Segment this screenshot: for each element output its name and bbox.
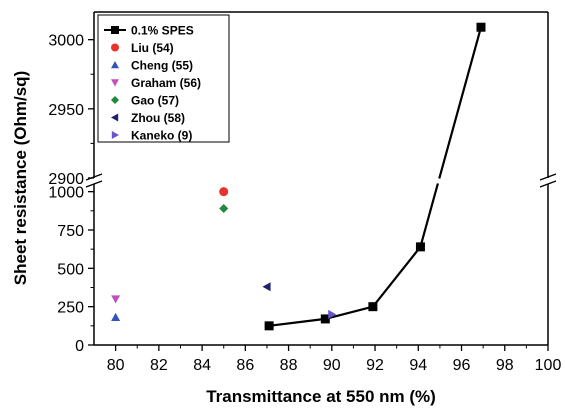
legend-marker-gao-57 (111, 96, 119, 104)
data-point-0-1-spes (320, 314, 330, 324)
legend: 0.1% SPES Liu (54) Cheng (55) Graham (56) Ga… (97, 14, 230, 143)
legend-marker-graham-56 (111, 79, 119, 87)
legend-box (97, 14, 230, 143)
y-tick-label: 1000 (48, 185, 84, 202)
x-tick-label: 82 (150, 357, 168, 374)
series-line-0-1-spes (268, 26, 483, 327)
break-mark-right-2 (539, 180, 557, 188)
x-tick-label: 94 (409, 357, 427, 374)
data-point-cheng-55 (111, 312, 121, 321)
data-point-0-1-spes (415, 242, 425, 252)
y-tick-label: 750 (57, 223, 84, 240)
y-tick-label: 250 (57, 300, 84, 317)
tick-labels: 80 82 84 86 88 90 92 94 96 98 10002505007501000290… (48, 33, 561, 374)
break-mark-right-1 (539, 173, 557, 181)
x-tick-label: 98 (496, 357, 514, 374)
data-point-kaneko-9 (328, 309, 337, 319)
x-tick-label: 84 (193, 357, 211, 374)
y-axis-title: Sheet resistance (Ohm/sq) (11, 71, 30, 285)
legend-marker-cheng-55 (111, 61, 119, 69)
legend-marker-zhou-58 (111, 113, 119, 122)
legend-items: 0.1% SPES Liu (54) Cheng (55) Graham (56) Ga… (104, 24, 201, 143)
legend-label-kaneko-9: Kaneko (9) (131, 129, 192, 143)
x-axis-title: Transmittance at 550 nm (%) (206, 387, 436, 406)
y-tick-label: 500 (57, 261, 84, 278)
data-point-graham-56 (111, 295, 121, 304)
legend-marker-0-1-spes (111, 26, 119, 34)
break-mark-left-2 (85, 180, 103, 188)
data-markers (111, 22, 486, 331)
x-tick-label: 80 (107, 357, 125, 374)
x-tick-label: 96 (453, 357, 471, 374)
axis-break-marks (85, 173, 557, 188)
x-tick-label: 92 (366, 357, 384, 374)
break-mark-left-1 (85, 173, 103, 181)
data-point-zhou-58 (262, 282, 271, 292)
data-point-0-1-spes (368, 302, 378, 312)
y-tick-label: 0 (75, 338, 84, 355)
legend-label-cheng-55: Cheng (55) (131, 59, 193, 73)
data-point-0-1-spes (264, 321, 274, 331)
y-tick-label: 2900 (48, 171, 84, 188)
legend-label-zhou-58: Zhou (58) (131, 111, 185, 125)
data-point-0-1-spes (476, 22, 486, 32)
legend-label-liu-54: Liu (54) (131, 41, 174, 55)
data-point-gao-57 (219, 204, 229, 214)
y-tick-label: 2950 (48, 102, 84, 119)
x-tick-label: 100 (535, 357, 562, 374)
line-break-gap (435, 177, 442, 185)
data-point-liu-54 (219, 187, 229, 197)
legend-label-graham-56: Graham (56) (131, 76, 201, 90)
axis-ticks (88, 39, 549, 351)
x-tick-label: 86 (236, 357, 254, 374)
legend-marker-liu-54 (111, 43, 119, 52)
legend-label-gao-57: Gao (57) (131, 94, 179, 108)
series-lines (268, 26, 483, 327)
legend-label-0-1-spes: 0.1% SPES (131, 24, 194, 38)
x-tick-label: 90 (323, 357, 341, 374)
y-tick-label: 3000 (48, 33, 84, 50)
x-tick-label: 88 (280, 357, 298, 374)
legend-marker-kaneko-9 (111, 131, 119, 139)
